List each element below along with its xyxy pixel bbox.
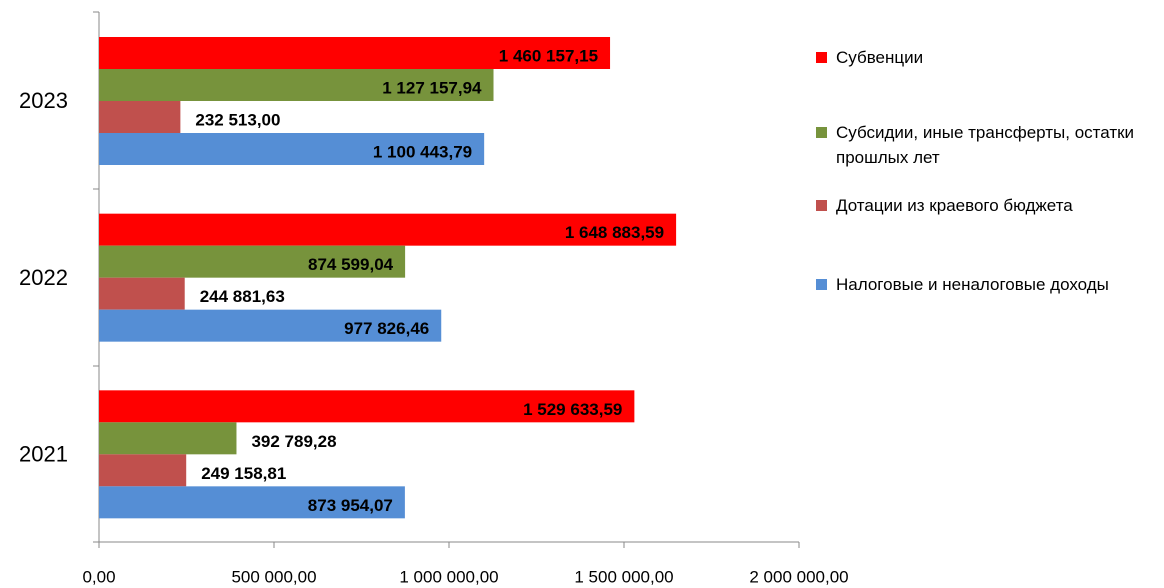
data-label: 244 881,63 [200,287,285,306]
x-tick-label: 500 000,00 [231,567,316,586]
x-tick-label: 0,00 [82,567,115,586]
data-label: 977 826,46 [344,319,429,338]
legend-label: Налоговые и неналоговые доходы [836,275,1109,294]
data-label: 1 460 157,15 [499,46,598,65]
data-label: 1 529 633,59 [523,400,622,419]
data-label: 249 158,81 [201,464,286,483]
legend-label: Субвенции [836,48,924,67]
bar [99,486,405,519]
bar [99,133,485,165]
bar [99,277,185,310]
legend-swatch [816,127,827,138]
bar [99,69,494,101]
y-tick-label: 2021 [19,441,68,466]
bar [99,37,611,69]
data-label: 874 599,04 [308,255,394,274]
bar [99,454,187,487]
legend-label: Субсидии, иные трансферты, остатки прошл… [836,123,1135,167]
bar [99,213,677,246]
y-tick-label: 2023 [19,88,68,113]
x-tick-label: 1 000 000,00 [399,567,498,586]
legend-label: Дотации из краевого бюджета [836,196,1073,215]
data-label: 1 127 157,94 [382,78,482,97]
data-label: 873 954,07 [308,496,393,515]
legend-swatch [816,200,827,211]
y-tick-label: 2022 [19,265,68,290]
x-tick-label: 1 500 000,00 [574,567,673,586]
legend-swatch [816,52,827,63]
bar [99,101,181,133]
bar [99,309,442,342]
data-label: 1 648 883,59 [565,223,664,242]
data-label: 392 789,28 [251,432,336,451]
legend-swatch [816,279,827,290]
data-label: 1 100 443,79 [373,142,472,161]
bar [99,390,635,423]
data-label: 232 513,00 [195,110,280,129]
x-tick-label: 2 000 000,00 [749,567,848,586]
bar [99,245,406,278]
bar [99,422,237,455]
